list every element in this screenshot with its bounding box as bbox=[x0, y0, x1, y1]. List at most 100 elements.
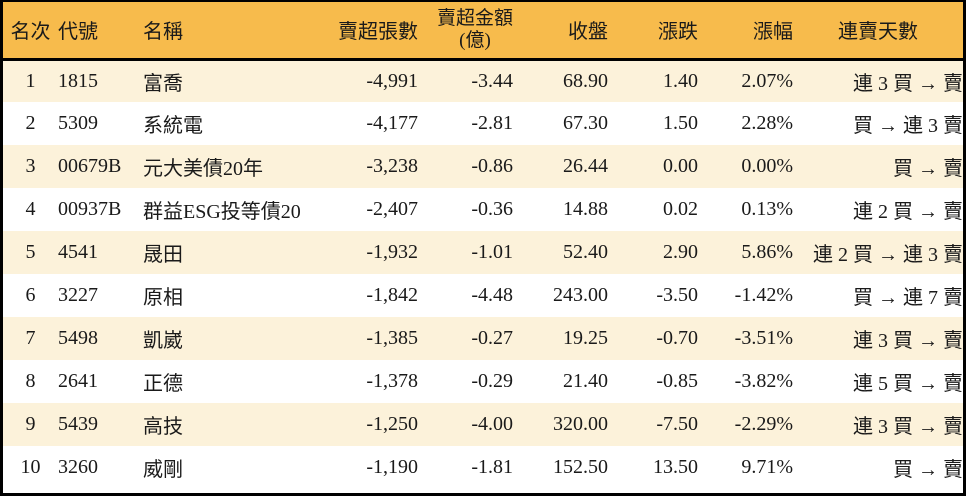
cell-change-pct: 5.86% bbox=[741, 241, 793, 263]
col-header-sell-amount: 賣超金額 (億) bbox=[418, 2, 513, 61]
cell-streak: 連 3 買 → 賣 bbox=[853, 72, 963, 95]
cell-rank: 6 bbox=[25, 284, 36, 306]
cell-change: 0.02 bbox=[663, 198, 698, 220]
cell-change: -0.70 bbox=[656, 327, 698, 349]
table-row: 6 3227 原相 -1,842 -4.48 243.00 -3.50 -1.4… bbox=[3, 274, 963, 317]
cell-name: 群益ESG投等債20 bbox=[143, 201, 301, 223]
cell-close: 67.30 bbox=[563, 112, 608, 134]
cell-streak: 買 → 賣 bbox=[893, 459, 963, 481]
cell-code: 5309 bbox=[58, 112, 98, 134]
cell-streak: 連 2 買 → 賣 bbox=[853, 201, 963, 223]
col-header-change: 漲跌 bbox=[608, 2, 698, 61]
cell-streak: 連 5 買 → 賣 bbox=[853, 373, 963, 395]
cell-rank: 9 bbox=[25, 413, 36, 435]
cell-code: 00679B bbox=[58, 155, 122, 177]
cell-change-pct: 0.13% bbox=[741, 198, 793, 220]
table-body: 1 1815 富喬 -4,991 -3.44 68.90 1.40 2.07% … bbox=[3, 59, 963, 489]
cell-streak: 買 → 連 3 賣 bbox=[853, 115, 963, 137]
cell-close: 19.25 bbox=[563, 327, 608, 349]
cell-name: 晟田 bbox=[143, 244, 183, 266]
table-row: 7 5498 凱崴 -1,385 -0.27 19.25 -0.70 -3.51… bbox=[3, 317, 963, 360]
cell-name: 富喬 bbox=[143, 72, 183, 95]
cell-code: 5498 bbox=[58, 327, 98, 349]
cell-streak: 連 2 買 → 連 3 賣 bbox=[813, 244, 963, 266]
cell-sell-volume: -1,250 bbox=[366, 413, 418, 435]
table-row: 3 00679B 元大美債20年 -3,238 -0.86 26.44 0.00… bbox=[3, 145, 963, 188]
table-row: 1 1815 富喬 -4,991 -3.44 68.90 1.40 2.07% … bbox=[3, 59, 963, 102]
cell-code: 5439 bbox=[58, 413, 98, 435]
cell-change: 2.90 bbox=[663, 241, 698, 263]
cell-sell-volume: -2,407 bbox=[366, 198, 418, 220]
table-row: 9 5439 高技 -1,250 -4.00 320.00 -7.50 -2.2… bbox=[3, 403, 963, 446]
cell-sell-volume: -1,385 bbox=[366, 327, 418, 349]
cell-name: 正德 bbox=[143, 373, 183, 395]
cell-change-pct: -1.42% bbox=[734, 284, 793, 306]
cell-sell-volume: -1,378 bbox=[366, 370, 418, 392]
cell-rank: 1 bbox=[25, 69, 36, 92]
cell-sell-amount: -4.00 bbox=[471, 413, 513, 435]
cell-change-pct: -2.29% bbox=[734, 413, 793, 435]
cell-close: 21.40 bbox=[563, 370, 608, 392]
cell-sell-volume: -4,177 bbox=[366, 112, 418, 134]
col-header-rank: 名次 bbox=[3, 2, 58, 61]
cell-rank: 7 bbox=[25, 327, 36, 349]
cell-close: 14.88 bbox=[563, 198, 608, 220]
table-row: 5 4541 晟田 -1,932 -1.01 52.40 2.90 5.86% … bbox=[3, 231, 963, 274]
cell-rank: 10 bbox=[20, 456, 41, 478]
table-row: 4 00937B 群益ESG投等債20 -2,407 -0.36 14.88 0… bbox=[3, 188, 963, 231]
cell-close: 52.40 bbox=[563, 241, 608, 263]
cell-change: -0.85 bbox=[656, 370, 698, 392]
sell-amount-header-line1: 賣超金額 bbox=[436, 8, 513, 30]
cell-change-pct: 2.28% bbox=[741, 112, 793, 134]
col-header-streak: 連賣天數 bbox=[793, 2, 963, 61]
cell-change: -7.50 bbox=[656, 413, 698, 435]
cell-sell-amount: -1.01 bbox=[471, 241, 513, 263]
cell-name: 原相 bbox=[143, 287, 183, 309]
table-row: 2 5309 系統電 -4,177 -2.81 67.30 1.50 2.28%… bbox=[3, 102, 963, 145]
table-row: 8 2641 正德 -1,378 -0.29 21.40 -0.85 -3.82… bbox=[3, 360, 963, 403]
cell-change: 13.50 bbox=[653, 456, 698, 478]
sell-amount-header-lines: 賣超金額 (億) bbox=[437, 8, 513, 51]
cell-streak: 買 → 賣 bbox=[893, 158, 963, 180]
table-header: 名次 代號 名稱 賣超張數 賣超金額 (億) 收盤 漲跌 漲幅 連賣天數 bbox=[3, 2, 963, 61]
cell-rank: 4 bbox=[25, 198, 36, 220]
cell-code: 3260 bbox=[58, 456, 98, 478]
cell-close: 152.50 bbox=[553, 456, 608, 478]
cell-name: 系統電 bbox=[143, 115, 203, 137]
cell-code: 4541 bbox=[58, 241, 98, 263]
cell-code: 3227 bbox=[58, 284, 98, 306]
sell-amount-header-line2: (億) bbox=[459, 29, 491, 51]
cell-sell-volume: -1,842 bbox=[366, 284, 418, 306]
cell-streak: 買 → 連 7 賣 bbox=[853, 287, 963, 309]
col-header-close: 收盤 bbox=[513, 2, 608, 61]
cell-rank: 3 bbox=[25, 155, 36, 177]
cell-close: 320.00 bbox=[553, 413, 608, 435]
cell-change-pct: -3.82% bbox=[734, 370, 793, 392]
cell-rank: 2 bbox=[25, 112, 36, 134]
cell-sell-volume: -4,991 bbox=[366, 69, 418, 92]
cell-change-pct: -3.51% bbox=[734, 327, 793, 349]
cell-sell-volume: -1,932 bbox=[366, 241, 418, 263]
cell-change-pct: 0.00% bbox=[741, 155, 793, 177]
cell-code: 1815 bbox=[58, 69, 98, 92]
cell-code: 00937B bbox=[58, 198, 122, 220]
cell-change: -3.50 bbox=[656, 284, 698, 306]
cell-sell-amount: -2.81 bbox=[471, 112, 513, 134]
cell-change: 0.00 bbox=[663, 155, 698, 177]
cell-name: 威剛 bbox=[143, 459, 183, 481]
cell-sell-amount: -0.36 bbox=[471, 198, 513, 220]
cell-sell-amount: -0.86 bbox=[471, 155, 513, 177]
cell-name: 元大美債20年 bbox=[143, 158, 263, 180]
col-header-change-pct: 漲幅 bbox=[698, 2, 793, 61]
cell-sell-amount: -1.81 bbox=[471, 456, 513, 478]
cell-change-pct: 2.07% bbox=[741, 69, 793, 92]
cell-name: 高技 bbox=[143, 416, 183, 438]
col-header-code: 代號 bbox=[58, 2, 143, 61]
cell-rank: 8 bbox=[25, 370, 36, 392]
cell-change: 1.50 bbox=[663, 112, 698, 134]
cell-sell-amount: -4.48 bbox=[471, 284, 513, 306]
cell-rank: 5 bbox=[25, 241, 36, 263]
cell-close: 68.90 bbox=[563, 69, 608, 92]
cell-sell-amount: -0.29 bbox=[471, 370, 513, 392]
